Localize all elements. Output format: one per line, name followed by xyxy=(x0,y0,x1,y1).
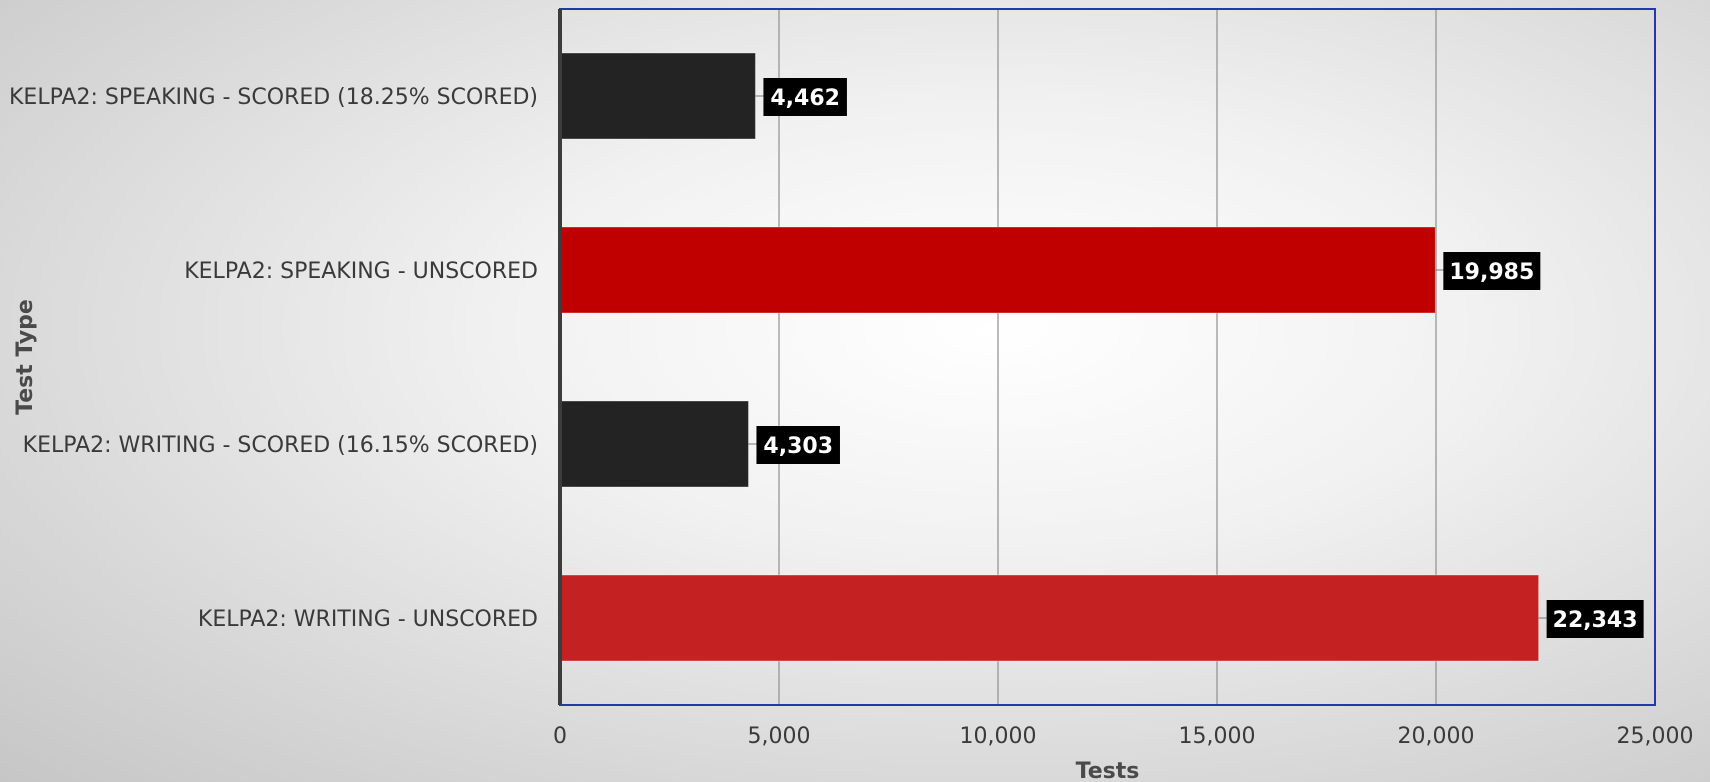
data-label-3: 22,343 xyxy=(1553,608,1638,633)
data-label-box-1 xyxy=(1443,252,1541,290)
bar-3 xyxy=(559,574,1540,662)
data-label-2: 4,303 xyxy=(763,434,833,459)
x-tick-label-1: 5,000 xyxy=(748,724,811,749)
bar-1 xyxy=(559,226,1436,314)
data-label-box-0 xyxy=(763,78,847,116)
bar-2 xyxy=(559,400,749,488)
data-label-box-3 xyxy=(1546,600,1644,638)
y-axis-title: Test Type xyxy=(13,299,38,415)
x-tick-labels: 0 5,000 10,000 15,000 20,000 25,000 xyxy=(553,724,1693,749)
data-labels: 4,462 19,985 4,303 22,343 xyxy=(748,78,1644,638)
data-label-0: 4,462 xyxy=(770,86,840,111)
x-axis-title: Tests xyxy=(1076,759,1140,782)
x-tick-label-5: 25,000 xyxy=(1617,724,1694,749)
category-label-0: KELPA2: SPEAKING - SCORED (18.25% SCORED… xyxy=(9,85,538,110)
bar-0 xyxy=(559,52,756,140)
category-label-3: KELPA2: WRITING - UNSCORED xyxy=(198,607,538,632)
category-labels: KELPA2: SPEAKING - SCORED (18.25% SCORED… xyxy=(9,85,538,632)
category-label-1: KELPA2: SPEAKING - UNSCORED xyxy=(184,259,538,284)
data-label-box-2 xyxy=(756,426,840,464)
x-tick-label-3: 15,000 xyxy=(1179,724,1256,749)
category-label-2: KELPA2: WRITING - SCORED (16.15% SCORED) xyxy=(23,433,538,458)
data-label-1: 19,985 xyxy=(1449,260,1534,285)
x-tick-label-4: 20,000 xyxy=(1398,724,1475,749)
x-tick-label-2: 10,000 xyxy=(960,724,1037,749)
bars xyxy=(559,52,1540,662)
x-tick-label-0: 0 xyxy=(553,724,567,749)
